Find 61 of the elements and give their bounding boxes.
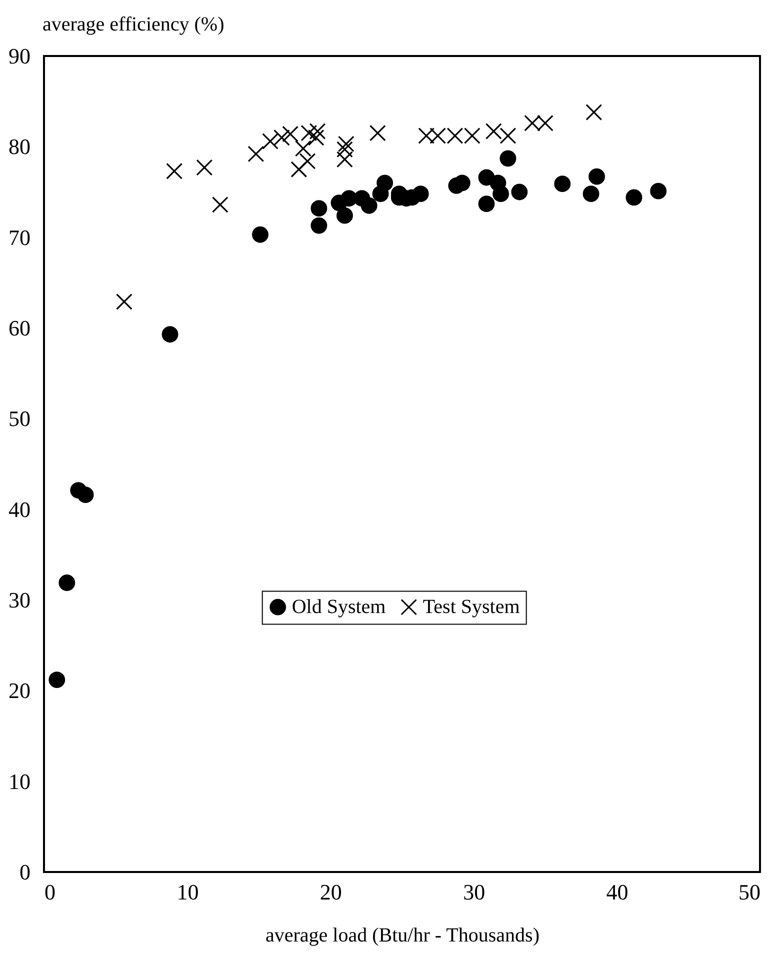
point (300, 124, 318, 142)
x-tick-label: 40 (606, 880, 628, 904)
y-tick-label: 40 (8, 496, 30, 522)
point (650, 182, 667, 200)
y-tick-label: 70 (8, 224, 30, 250)
legend-label: Test System (422, 596, 520, 618)
point (376, 174, 394, 192)
point (336, 141, 353, 158)
y-tick-label: 10 (8, 768, 30, 794)
point (273, 129, 290, 146)
point (338, 136, 354, 152)
point (412, 186, 429, 202)
y-tick-label: 20 (8, 678, 30, 704)
y-tick-label: 80 (8, 134, 30, 160)
point (212, 196, 228, 213)
point (299, 152, 316, 170)
x-axis-title: average load (Btu/hr - Thousands) (266, 924, 540, 946)
y-axis-title: average efficiency (%) (42, 14, 224, 36)
point (582, 186, 600, 202)
x-tick-label: 50 (738, 880, 760, 904)
point (248, 146, 264, 162)
point (626, 189, 642, 206)
point (369, 124, 386, 142)
point (485, 123, 502, 140)
point (478, 196, 495, 212)
point (586, 104, 602, 120)
y-tick-label: 30 (8, 588, 30, 612)
y-tick-label: 90 (8, 44, 30, 68)
y-tick-label: 60 (8, 316, 30, 340)
point (310, 200, 328, 217)
point (162, 326, 178, 343)
x-tick-label: 20 (320, 880, 342, 904)
point (310, 217, 328, 234)
point (196, 159, 213, 176)
point (58, 574, 76, 591)
y-tick-label: 50 (8, 406, 30, 432)
y-tick-label: 0 (20, 860, 30, 884)
x-tick-label: 10 (176, 880, 199, 904)
point (252, 226, 268, 243)
point (554, 176, 571, 192)
point (588, 168, 605, 185)
point (262, 133, 278, 150)
point (336, 151, 353, 168)
point (48, 672, 66, 688)
point (500, 150, 516, 167)
point (116, 293, 132, 310)
point (500, 128, 516, 144)
point (360, 197, 378, 214)
point (336, 207, 353, 224)
point (290, 161, 308, 178)
x-tick-label: 0 (44, 880, 56, 904)
point (294, 140, 312, 157)
point (77, 486, 94, 504)
x-tick-label: 30 (463, 880, 486, 904)
point (308, 129, 324, 146)
point (166, 162, 183, 180)
point (282, 126, 299, 142)
point (492, 186, 510, 202)
point (309, 123, 326, 140)
legend-label: Old System (292, 596, 386, 618)
point (511, 184, 528, 200)
